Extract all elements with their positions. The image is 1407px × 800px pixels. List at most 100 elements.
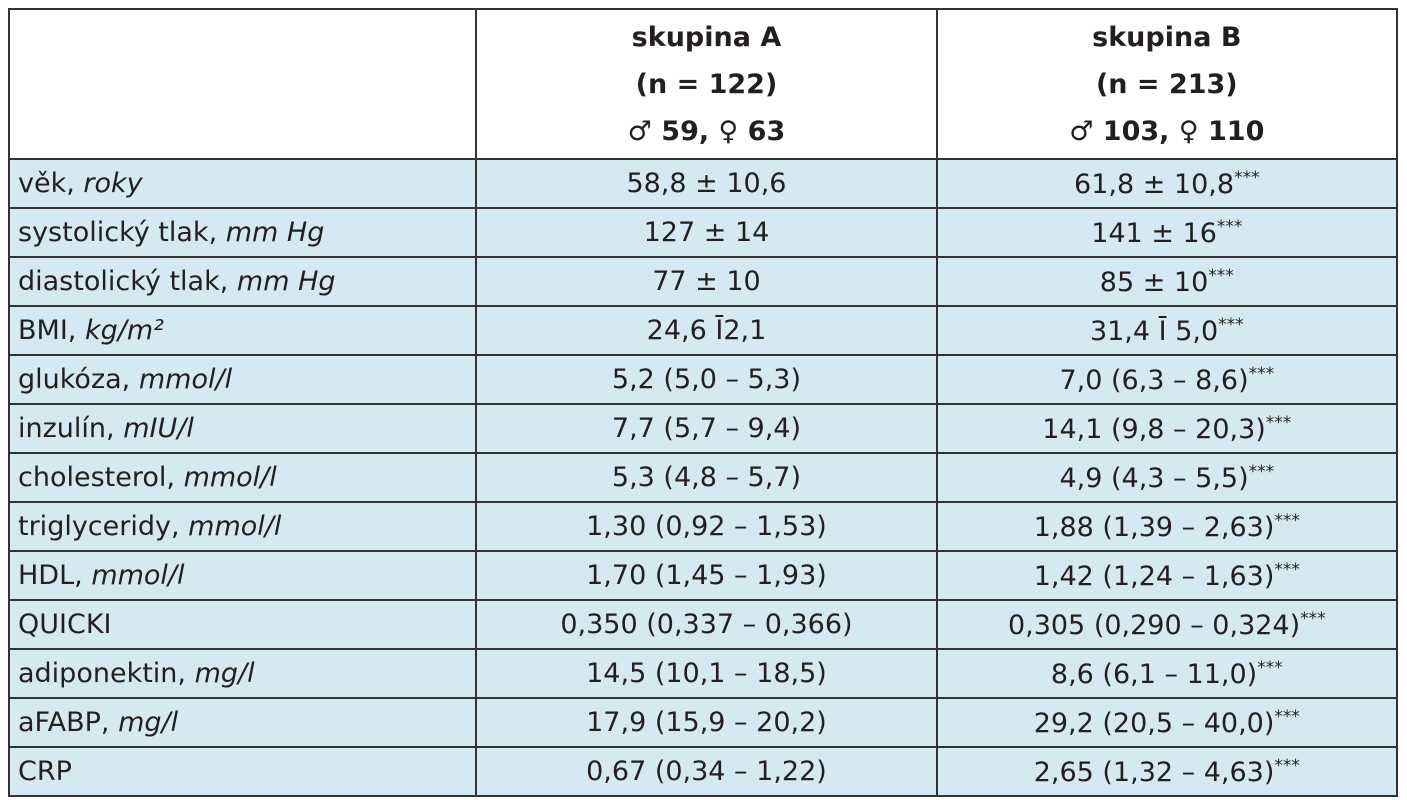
table-body: věk, roky 58,8 ± 10,6 61,8 ± 10,8*** systol…	[7, 158, 1399, 797]
significance: ***	[1248, 461, 1275, 482]
group-a-value: 1,70 (1,45 – 1,93)	[475, 550, 938, 601]
row-unit: mIU/l	[123, 413, 194, 444]
value: 24,6 Ī2,1	[646, 315, 767, 346]
value: 77 ± 10	[652, 266, 761, 297]
table-row: adiponektin, mg/l 14,5 (10,1 – 18,5) 8,6 (…	[7, 648, 1399, 699]
value: 7,7 (5,7 – 9,4)	[611, 413, 802, 444]
table-row: QUICKI 0,350 (0,337 – 0,366) 0,305 (0,290 …	[7, 599, 1399, 650]
group-a-value: 0,67 (0,34 – 1,22)	[475, 746, 938, 797]
value: 31,4 Ī 5,0	[1089, 315, 1219, 347]
group-a-value: 0,350 (0,337 – 0,366)	[475, 599, 938, 650]
row-label: glukóza,	[18, 364, 131, 395]
group-a-value: 1,30 (0,92 – 1,53)	[475, 501, 938, 552]
table-row: glukóza, mmol/l 5,2 (5,0 – 5,3) 7,0 (6,3 –…	[7, 354, 1399, 405]
value: 61,8 ± 10,8	[1074, 168, 1235, 200]
row-label: adiponektin,	[18, 658, 186, 689]
table-row: aFABP, mg/l 17,9 (15,9 – 20,2) 29,2 (20,5 …	[7, 697, 1399, 748]
group-a-value: 58,8 ± 10,6	[475, 158, 938, 209]
row-label-cell: diastolický tlak, mm Hg	[7, 256, 478, 307]
row-label-cell: QUICKI	[7, 599, 478, 650]
group-a-value: 7,7 (5,7 – 9,4)	[475, 403, 938, 454]
group-b-value: 1,88 (1,39 – 2,63)***	[935, 501, 1399, 552]
group-name: skupina B	[1092, 21, 1242, 53]
table-row: HDL, mmol/l 1,70 (1,45 – 1,93) 1,42 (1,24 …	[7, 550, 1399, 601]
row-unit: mg/l	[194, 658, 255, 689]
group-b-value: 7,0 (6,3 – 8,6)***	[935, 354, 1399, 405]
row-unit: mmol/l	[188, 511, 282, 542]
value: 127 ± 14	[643, 217, 770, 248]
row-unit: mm Hg	[225, 217, 325, 248]
value: 0,350 (0,337 – 0,366)	[560, 609, 853, 640]
group-a-value: 5,3 (4,8 – 5,7)	[475, 452, 938, 503]
group-b-value: 0,305 (0,290 – 0,324)***	[935, 599, 1399, 650]
header-group-b: skupina B (n = 213) ♂ 103, ♀ 110	[935, 8, 1399, 160]
significance: ***	[1218, 314, 1244, 335]
group-sex: ♂ 59, ♀ 63	[627, 115, 786, 147]
group-a-value: 24,6 Ī2,1	[475, 305, 938, 356]
row-label: věk,	[18, 168, 75, 199]
row-label-cell: glukóza, mmol/l	[7, 354, 478, 405]
group-b-value: 2,65 (1,32 – 4,63)***	[935, 746, 1399, 797]
value: 0,305 (0,290 – 0,324)	[1007, 609, 1301, 641]
value: 1,70 (1,45 – 1,93)	[586, 560, 827, 591]
table-row: systolický tlak, mm Hg 127 ± 14 141 ± 16**…	[7, 207, 1399, 258]
row-label: CRP	[18, 756, 72, 787]
group-a-value: 14,5 (10,1 – 18,5)	[475, 648, 938, 699]
header-empty	[7, 8, 478, 160]
group-n: (n = 213)	[1095, 68, 1238, 100]
row-label-cell: věk, roky	[7, 158, 478, 209]
row-label-cell: inzulín, mIU/l	[7, 403, 478, 454]
group-b-value: 1,42 (1,24 – 1,63)***	[935, 550, 1399, 601]
significance: ***	[1265, 412, 1292, 433]
row-unit: mm Hg	[236, 266, 336, 297]
group-a-value: 127 ± 14	[475, 207, 938, 258]
group-a-value: 17,9 (15,9 – 20,2)	[475, 697, 938, 748]
row-label: BMI,	[18, 315, 77, 346]
group-b-value: 31,4 Ī 5,0***	[935, 305, 1399, 356]
group-b-value: 14,1 (9,8 – 20,3)***	[935, 403, 1399, 454]
table-row: diastolický tlak, mm Hg 77 ± 10 85 ± 10***	[7, 256, 1399, 307]
row-label: HDL,	[18, 560, 83, 591]
significance: ***	[1257, 657, 1283, 678]
row-unit: mmol/l	[91, 560, 185, 591]
value: 1,42 (1,24 – 1,63)	[1033, 560, 1275, 592]
value: 4,9 (4,3 – 5,5)	[1059, 462, 1249, 494]
significance: ***	[1300, 608, 1326, 629]
row-label: systolický tlak,	[18, 217, 218, 248]
value: 5,2 (5,0 – 5,3)	[611, 364, 802, 395]
group-b-value: 29,2 (20,5 – 40,0)***	[935, 697, 1399, 748]
value: 58,8 ± 10,6	[626, 168, 787, 199]
group-n: (n = 122)	[635, 68, 778, 100]
significance: ***	[1274, 706, 1300, 727]
row-unit: mg/l	[118, 707, 179, 738]
significance: ***	[1216, 216, 1243, 237]
group-b-value: 8,6 (6,1 – 11,0)***	[935, 648, 1399, 699]
significance: ***	[1234, 167, 1260, 188]
row-unit: roky	[83, 168, 143, 199]
header-group-a: skupina A (n = 122) ♂ 59, ♀ 63	[475, 8, 938, 160]
row-label: QUICKI	[18, 609, 112, 640]
value: 1,30 (0,92 – 1,53)	[586, 511, 827, 542]
significance: ***	[1208, 265, 1234, 286]
row-label: aFABP,	[18, 707, 110, 738]
group-sex: ♂ 103, ♀ 110	[1069, 115, 1265, 147]
table-row: věk, roky 58,8 ± 10,6 61,8 ± 10,8***	[7, 158, 1399, 209]
table-row: BMI, kg/m² 24,6 Ī2,1 31,4 Ī 5,0***	[7, 305, 1399, 356]
row-label: diastolický tlak,	[18, 266, 229, 297]
row-label-cell: cholesterol, mmol/l	[7, 452, 478, 503]
row-label: triglyceridy,	[18, 511, 180, 542]
group-a-value: 5,2 (5,0 – 5,3)	[475, 354, 938, 405]
group-a-value: 77 ± 10	[475, 256, 938, 307]
row-unit: mmol/l	[138, 364, 233, 395]
table-row: inzulín, mIU/l 7,7 (5,7 – 9,4) 14,1 (9,8 –…	[7, 403, 1399, 454]
row-unit: mmol/l	[183, 462, 277, 493]
group-b-value: 141 ± 16***	[935, 207, 1399, 258]
group-b-value: 4,9 (4,3 – 5,5)***	[935, 452, 1399, 503]
value: 17,9 (15,9 – 20,2)	[586, 707, 827, 738]
row-label-cell: systolický tlak, mm Hg	[7, 207, 478, 258]
value: 7,0 (6,3 – 8,6)	[1059, 364, 1249, 396]
row-label-cell: adiponektin, mg/l	[7, 648, 478, 699]
row-label-cell: triglyceridy, mmol/l	[7, 501, 478, 552]
significance: ***	[1274, 755, 1300, 776]
